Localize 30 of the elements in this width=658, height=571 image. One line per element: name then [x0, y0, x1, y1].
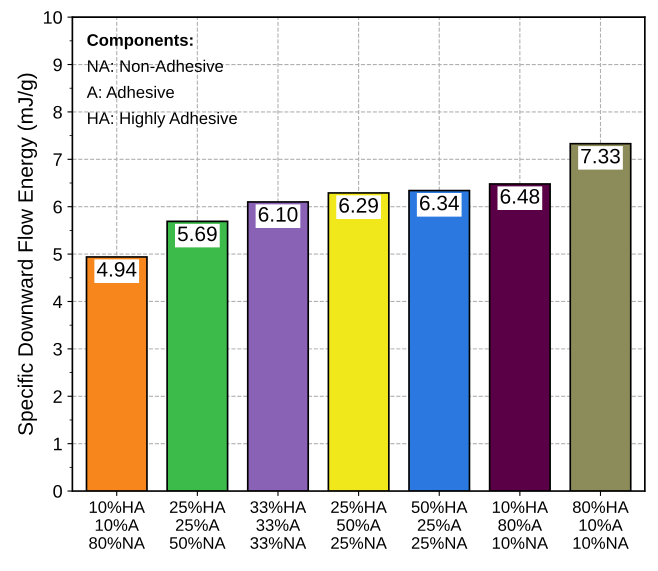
annotation: NA: Non-Adhesive: [88, 60, 224, 72]
y-tick-label: 4: [53, 296, 62, 308]
x-tick-label: 33%HA 33%A 33%NA: [250, 501, 306, 549]
y-tick-label: 10: [44, 11, 62, 24]
x-tick-label: 80%HA 10%A 10%NA: [572, 501, 629, 549]
y-axis-title: Specific Downward Flow Energy (mJ/g): [18, 74, 38, 435]
x-tick-label: 50%HA 25%A 25%NA: [412, 501, 468, 549]
y-tick-label: 0: [53, 484, 62, 498]
y-tick-label: 1: [54, 438, 62, 450]
data-label: 5.69: [178, 226, 217, 242]
annotation: A: Adhesive: [86, 86, 174, 98]
data-label: 4.94: [96, 262, 136, 277]
y-tick-label: 3: [53, 342, 62, 356]
y-tick-label: 8: [53, 106, 62, 119]
x-tick-label: 25%HA 25%A 50%NA: [170, 501, 226, 549]
y-tick-label: 6: [54, 200, 62, 214]
annotation: Components:: [87, 34, 192, 50]
y-tick-label: 2: [54, 390, 62, 403]
data-label: 7.33: [581, 148, 620, 164]
x-tick-label: 10%HA 10%A 80%NA: [89, 501, 145, 549]
data-label: 6.48: [500, 189, 540, 204]
y-tick-label: 5: [53, 248, 62, 261]
y-tick-label: 9: [53, 58, 62, 72]
annotation: HA: Highly Adhesive: [88, 112, 237, 128]
y-tick-label: 7: [54, 153, 62, 166]
data-label: 6.34: [420, 196, 459, 210]
x-tick-label: 25%HA 50%A 25%NA: [331, 501, 387, 549]
data-label: 6.29: [339, 198, 378, 213]
x-tick-label: 10%HA 80%A 10%NA: [492, 501, 548, 549]
data-label: 6.10: [258, 207, 298, 222]
